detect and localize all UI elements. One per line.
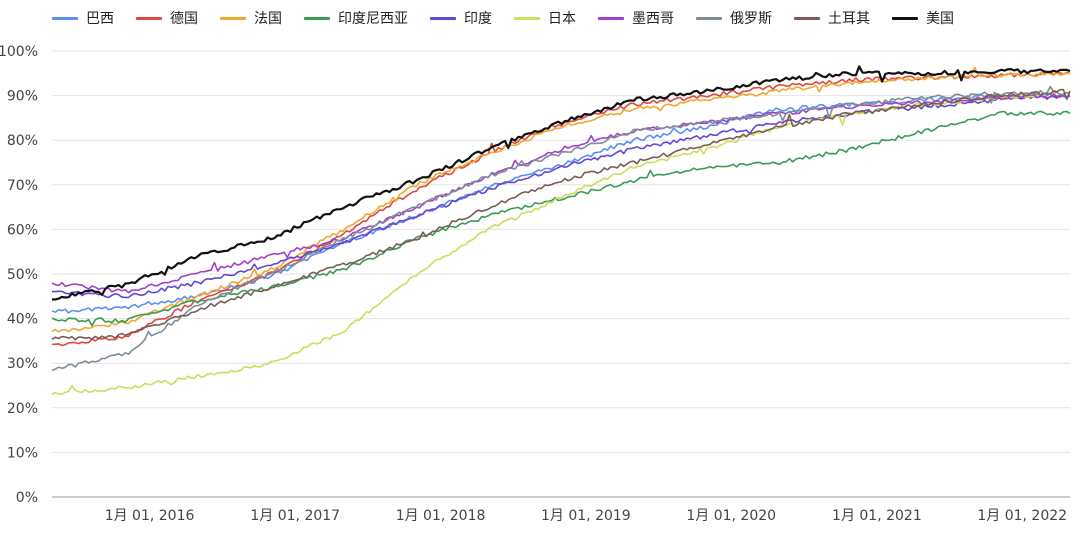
series-line-3 [51,66,1070,333]
legend-swatch [696,16,722,20]
legend-item-8[interactable]: 俄罗斯 [696,8,772,28]
legend-label: 法国 [254,11,282,27]
legend-label: 印度 [464,11,492,27]
y-tick-label: 40% [7,312,38,328]
y-tick-label: 80% [7,133,38,149]
legend-label: 日本 [548,11,576,27]
legend-swatch [430,16,456,20]
series-line-9 [51,88,1071,341]
y-tick-label: 30% [7,356,38,372]
legend-swatch [136,16,162,20]
legend-item-10[interactable]: 美国 [892,8,954,28]
legend-swatch [892,16,918,20]
y-tick-label: 10% [7,445,38,461]
legend-swatch [794,16,820,20]
legend-swatch [598,16,624,20]
x-tick-label: 1月 01, 2019 [541,508,631,524]
legend-label: 俄罗斯 [730,11,772,27]
y-tick-label: 0% [16,490,38,506]
series-line-4 [51,110,1071,327]
legend-item-3[interactable]: 法国 [220,8,282,28]
legend-item-1[interactable]: 巴西 [52,8,114,28]
y-tick-label: 90% [7,89,38,105]
y-tick-label: 50% [7,267,38,283]
x-tick-label: 1月 01, 2022 [977,508,1067,524]
legend-item-2[interactable]: 德国 [136,8,198,28]
legend-label: 美国 [926,11,954,27]
series-line-6 [51,91,1071,396]
x-tick-label: 1月 01, 2018 [396,508,486,524]
x-tick-label: 1月 01, 2020 [686,508,776,524]
legend-label: 德国 [170,11,198,27]
legend-item-7[interactable]: 墨西哥 [598,8,674,28]
legend-item-9[interactable]: 土耳其 [794,8,870,28]
series-line-8 [51,85,1071,372]
legend-item-6[interactable]: 日本 [514,8,576,28]
legend: 巴西 德国 法国 印度尼西亚 印度 日本 墨西哥 俄罗斯 土耳其 美国 [52,8,976,28]
legend-label: 印度尼西亚 [338,11,408,27]
legend-label: 土耳其 [828,11,870,27]
legend-swatch [52,16,78,20]
legend-label: 墨西哥 [632,11,674,27]
legend-swatch [220,16,246,20]
legend-item-4[interactable]: 印度尼西亚 [304,8,408,28]
legend-swatch [304,16,330,20]
legend-label: 巴西 [86,11,114,27]
series-line-7 [51,93,1071,294]
y-tick-label: 100% [0,44,38,60]
x-tick-label: 1月 01, 2017 [250,508,340,524]
series-line-10 [51,65,1071,301]
x-tick-label: 1月 01, 2021 [832,508,922,524]
legend-swatch [514,16,540,20]
x-tick-label: 1月 01, 2016 [105,508,195,524]
legend-item-5[interactable]: 印度 [430,8,492,28]
y-tick-label: 70% [7,178,38,194]
series-line-2 [51,71,1071,347]
y-tick-label: 20% [7,401,38,417]
y-tick-label: 60% [7,222,38,238]
